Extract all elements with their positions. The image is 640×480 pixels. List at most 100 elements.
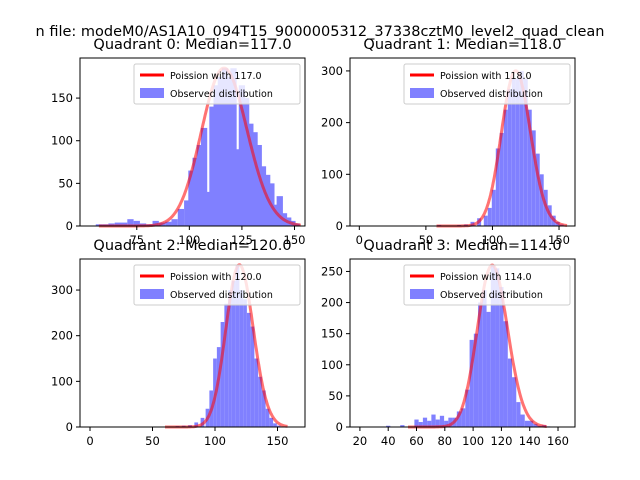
histogram-bar xyxy=(171,219,178,226)
x-tick-label: 50 xyxy=(419,233,434,247)
legend-box xyxy=(133,264,301,306)
x-tick-label: 120 xyxy=(490,434,512,448)
legend-entry-fit: Poission with 120.0 xyxy=(170,272,262,283)
histogram-bar xyxy=(230,68,237,226)
histogram-bar xyxy=(242,98,250,226)
histogram-bar xyxy=(478,302,483,427)
histogram-bar xyxy=(427,420,432,427)
panels: 75 100 125 150 0 50 100 150 Poission with 117.0 O… xyxy=(51,37,576,448)
histogram-bars xyxy=(95,68,300,227)
histogram-bar xyxy=(165,221,172,226)
histogram-bar xyxy=(444,420,449,427)
histogram-bar xyxy=(473,333,479,427)
legend-bar-swatch xyxy=(140,88,164,98)
legend-bar-swatch xyxy=(410,88,434,98)
legend-bar-swatch xyxy=(140,289,164,299)
histogram-bar xyxy=(239,290,244,427)
histogram-bar xyxy=(435,419,440,427)
y-tick-label: 100 xyxy=(321,358,343,372)
y-tick-label: 100 xyxy=(321,167,343,181)
histogram-bar xyxy=(400,425,405,427)
x-tick-label: 100 xyxy=(462,434,484,448)
histogram-bar xyxy=(251,132,258,226)
histogram-bar xyxy=(276,196,283,226)
histogram-bar xyxy=(196,144,204,226)
x-tick-label: 0 xyxy=(356,233,363,247)
histogram-bars xyxy=(410,70,564,226)
histogram-bar xyxy=(213,85,220,226)
x-tick-label: 160 xyxy=(547,434,569,448)
histogram-bar xyxy=(507,89,512,226)
x-tick-label: 150 xyxy=(548,233,570,247)
histogram-bar xyxy=(495,148,500,226)
histogram-bar xyxy=(456,411,462,427)
axes-frame xyxy=(79,258,306,428)
legend-box xyxy=(403,63,571,105)
quadrant-0-title: Quadrant 0: Median=117.0 xyxy=(93,37,291,53)
x-tick-label: 150 xyxy=(284,233,306,247)
histogram-bar xyxy=(486,311,491,427)
histogram-bar xyxy=(276,425,281,427)
histogram-bar xyxy=(273,423,277,427)
histogram-bar xyxy=(414,419,419,427)
histogram-bar xyxy=(192,157,199,226)
legend: Poission with 118.0 Observed distribution xyxy=(403,63,571,105)
legend-entry-observed: Observed distribution xyxy=(170,89,273,100)
histogram-bar xyxy=(226,76,233,227)
y-tick-label: 300 xyxy=(321,64,343,78)
histogram-bar xyxy=(250,326,255,427)
histogram-bar xyxy=(465,389,470,427)
histogram-bar xyxy=(499,132,504,226)
histogram-bar xyxy=(386,425,391,427)
y-tick-label: 0 xyxy=(336,420,343,434)
quadrant-0-panel: 75 100 125 150 0 50 100 150 Poission with 117.0 O… xyxy=(51,37,306,247)
histogram-bar xyxy=(114,222,122,226)
y-tick-label: 200 xyxy=(321,116,343,130)
histogram-bars xyxy=(386,265,551,427)
quadrant-2-panel: 0 50 100 150 0 100 200 300 Poission with 120.0 Ob… xyxy=(51,238,306,448)
histogram-bar xyxy=(539,174,544,226)
histogram-bar xyxy=(254,358,259,427)
y-tick-label: 0 xyxy=(66,219,73,233)
x-tick-label: 20 xyxy=(353,434,368,448)
legend-entry-observed: Observed distribution xyxy=(170,290,273,301)
histogram-bar xyxy=(487,207,492,226)
histogram-bar xyxy=(133,220,140,226)
legend-entry-fit: Poission with 114.0 xyxy=(440,272,532,283)
legend: Poission with 114.0 Observed distribution xyxy=(403,264,571,306)
y-tick-label: 50 xyxy=(58,176,73,190)
histogram-bar xyxy=(177,208,185,226)
legend-entry-fit: Poission with 117.0 xyxy=(170,71,262,82)
histogram-bar xyxy=(490,265,496,427)
histogram-bar xyxy=(527,109,532,226)
histogram-bar xyxy=(448,417,453,427)
histogram-bar xyxy=(503,321,508,427)
x-tick-label: 80 xyxy=(437,434,452,448)
histogram-bar xyxy=(469,339,474,427)
legend-entry-fit: Poission with 118.0 xyxy=(440,71,532,82)
y-tick-label: 0 xyxy=(66,420,73,434)
y-tick-label: 150 xyxy=(321,327,343,341)
histogram-bar xyxy=(217,76,225,227)
histogram-bar xyxy=(422,417,428,427)
histogram-bar xyxy=(431,414,436,427)
histogram-bar xyxy=(265,408,270,427)
y-tick-label: 100 xyxy=(51,374,73,388)
y-tick-label: 0 xyxy=(336,219,343,233)
histogram-bar xyxy=(188,170,195,226)
histogram-bar xyxy=(531,130,536,226)
x-tick-label: 100 xyxy=(204,434,226,448)
histogram-bar xyxy=(220,322,225,427)
histogram-bar xyxy=(269,417,274,427)
legend-box xyxy=(403,264,571,306)
histogram-bar xyxy=(231,280,236,427)
histogram-bar xyxy=(535,153,540,226)
legend-box xyxy=(133,63,301,105)
x-tick-label: 100 xyxy=(178,233,200,247)
x-tick-label: 150 xyxy=(267,434,289,448)
histogram-bar xyxy=(121,222,128,226)
legend-entry-observed: Observed distribution xyxy=(440,89,543,100)
x-tick-label: 40 xyxy=(381,434,396,448)
histogram-bar xyxy=(216,347,221,427)
x-tick-label: 75 xyxy=(129,233,144,247)
